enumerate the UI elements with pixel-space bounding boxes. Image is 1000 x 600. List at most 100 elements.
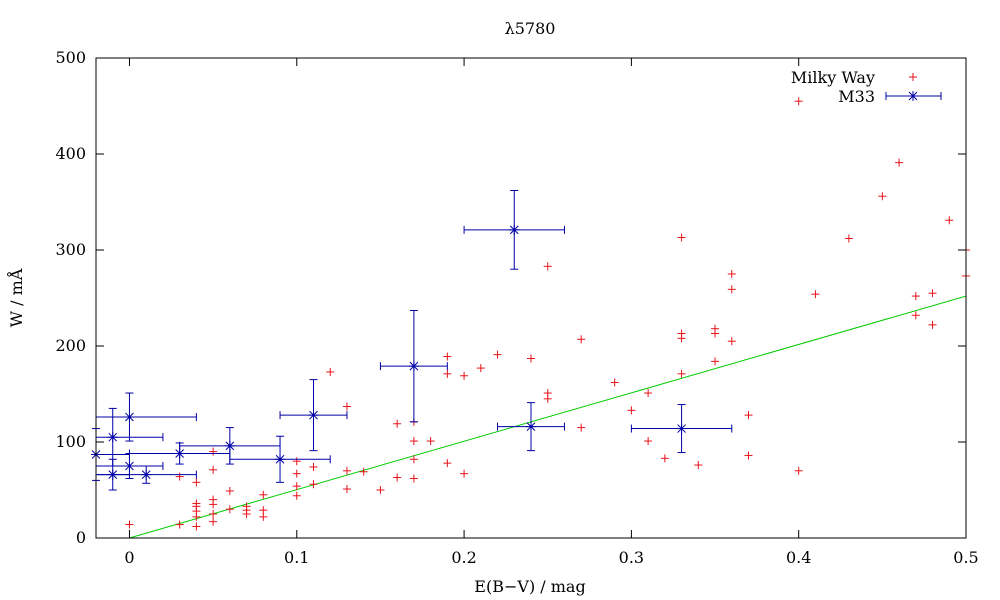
legend-marker-m33 xyxy=(885,91,942,101)
milky-way-point xyxy=(393,419,402,428)
milky-way-point xyxy=(911,311,920,320)
milky-way-point xyxy=(175,520,184,529)
milky-way-point xyxy=(476,364,485,373)
milky-way-point xyxy=(677,329,686,338)
legend-marker-milky-way xyxy=(909,73,917,81)
milky-way-point xyxy=(543,389,552,398)
milky-way-point xyxy=(527,354,535,363)
milky-way-point xyxy=(192,478,201,487)
milky-way-point xyxy=(376,486,385,494)
milky-way-point xyxy=(677,233,686,242)
milky-way-point xyxy=(209,510,218,518)
milky-way-point xyxy=(711,324,720,333)
legend-label-milky-way: Milky Way xyxy=(791,68,875,87)
milky-way-point xyxy=(744,411,753,420)
milky-way-point xyxy=(292,482,301,491)
milky-way-point xyxy=(660,454,669,463)
milky-way-point xyxy=(259,512,268,521)
milky-way-point xyxy=(409,474,418,483)
x-axis-label: E(B−V) / mag xyxy=(474,577,585,596)
y-tick-label: 500 xyxy=(55,48,86,67)
milky-way-point xyxy=(577,423,586,432)
milky-way-point xyxy=(928,320,937,329)
milky-way-point xyxy=(225,505,234,514)
milky-way-point xyxy=(409,437,418,446)
milky-way-point xyxy=(543,262,552,271)
milky-way-point xyxy=(292,491,301,500)
milky-way-point xyxy=(577,335,586,344)
chart-title: λ5780 xyxy=(505,19,556,38)
m33-point xyxy=(463,189,565,270)
milky-way-point xyxy=(209,517,218,526)
milky-way-point xyxy=(644,389,653,398)
milky-way-point xyxy=(694,461,703,470)
legend: Milky Way M33 xyxy=(791,68,942,106)
milky-way-point xyxy=(744,451,753,460)
milky-way-point xyxy=(794,466,803,475)
y-tick-label: 300 xyxy=(55,240,86,259)
milky-way-point xyxy=(192,499,201,508)
milky-way-point xyxy=(192,522,201,531)
legend-label-m33: M33 xyxy=(838,87,875,106)
milky-way-point xyxy=(359,467,368,476)
milky-way-point xyxy=(426,437,435,446)
milky-way-point xyxy=(911,292,920,301)
milky-way-point xyxy=(175,472,184,481)
milky-way-point xyxy=(259,490,268,499)
milky-way-point xyxy=(292,457,301,466)
x-tick-label: 0.5 xyxy=(953,548,978,567)
milky-way-point xyxy=(811,290,820,299)
milky-way-point xyxy=(309,480,318,489)
milky-way-point xyxy=(225,486,234,495)
x-tick-label: 0.3 xyxy=(619,548,644,567)
milky-way-point xyxy=(342,402,351,411)
y-tick-label: 200 xyxy=(55,336,86,355)
milky-way-point xyxy=(342,485,351,494)
m33-point xyxy=(497,402,565,452)
m33-point xyxy=(128,442,231,465)
milky-way-point xyxy=(727,337,736,346)
milky-way-point xyxy=(242,502,251,511)
milky-way-point xyxy=(895,158,904,167)
milky-way-point xyxy=(844,234,853,243)
milky-way-point xyxy=(677,369,686,378)
milky-way-point xyxy=(326,367,335,376)
m33-point xyxy=(96,392,197,442)
milky-way-point xyxy=(342,466,351,475)
x-tick-label: 0 xyxy=(124,548,134,567)
milky-way-point xyxy=(928,289,937,298)
milky-way-point xyxy=(209,447,218,456)
milky-way-point xyxy=(493,350,502,359)
m33-point xyxy=(279,379,348,452)
plot-frame xyxy=(95,57,967,539)
m33-point xyxy=(95,465,197,484)
milky-way-point xyxy=(209,465,218,474)
fit-line xyxy=(129,295,966,538)
milky-way-point xyxy=(460,469,469,478)
milky-way-point xyxy=(309,462,318,471)
milky-way-point xyxy=(443,459,452,468)
milky-way-point xyxy=(292,469,301,478)
m33-point xyxy=(379,309,448,423)
milky-way-point xyxy=(443,352,452,361)
milky-way-point xyxy=(209,495,218,504)
y-tick-label: 400 xyxy=(55,144,86,163)
milky-way-point xyxy=(259,506,268,515)
x-tick-label: 0.1 xyxy=(284,548,309,567)
milky-way-point xyxy=(125,520,134,529)
milky-way-point xyxy=(945,216,954,225)
milky-way-point xyxy=(644,437,653,446)
m33-point xyxy=(630,404,733,454)
milky-way-point xyxy=(711,357,720,366)
milky-way-point xyxy=(794,97,803,106)
x-tick-label: 0.2 xyxy=(451,548,476,567)
milky-way-point xyxy=(627,406,636,415)
milky-way-point xyxy=(610,378,619,387)
y-tick-label: 0 xyxy=(76,528,86,547)
milky-way-point xyxy=(460,371,469,380)
milky-way-point xyxy=(393,473,402,482)
milky-way-point xyxy=(878,192,887,201)
milky-way-point xyxy=(727,270,736,278)
y-axis-label: W / mÅ xyxy=(6,268,26,327)
